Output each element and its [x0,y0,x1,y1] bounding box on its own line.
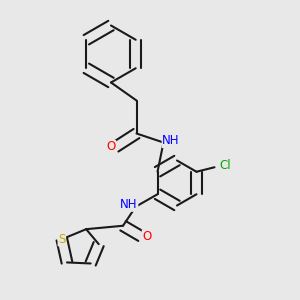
Text: NH: NH [162,134,180,148]
Text: S: S [58,233,65,246]
Text: NH: NH [120,198,138,211]
Text: O: O [142,230,152,243]
Text: O: O [106,140,116,154]
Text: Cl: Cl [219,159,231,172]
